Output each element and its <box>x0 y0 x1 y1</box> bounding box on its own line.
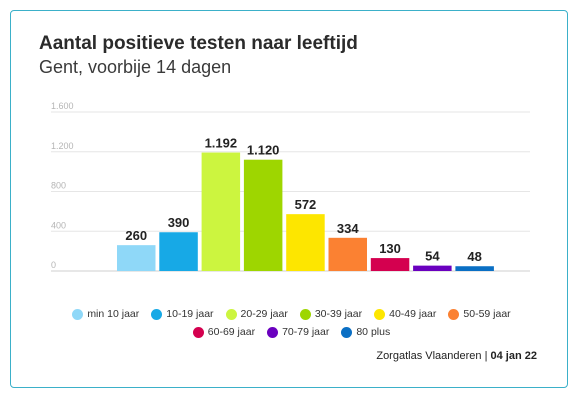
legend-item: 10-19 jaar <box>151 308 214 320</box>
legend-item: 60-69 jaar <box>192 326 256 338</box>
legend-label: 10-19 jaar <box>166 308 214 320</box>
legend-swatch <box>192 326 204 338</box>
legend-swatch <box>225 308 237 320</box>
bar-min-10-jaar <box>117 245 156 271</box>
source-separator: | <box>484 350 488 362</box>
legend-label: 30-39 jaar <box>314 308 363 320</box>
legend-item: 30-39 jaar <box>299 308 363 320</box>
y-tick-label: 1.600 <box>51 101 74 111</box>
legend: min 10 jaar 10-19 jaar 20-29 jaar 30-39 jaa… <box>0 308 583 344</box>
bar-10-19-jaar <box>159 232 198 271</box>
y-tick-label: 0 <box>51 260 56 270</box>
legend-label: 20-29 jaar <box>240 308 288 320</box>
y-tick-label: 800 <box>51 181 66 191</box>
source-date: 04 jan 22 <box>490 350 537 362</box>
chart-card <box>10 10 568 388</box>
legend-row: min 10 jaar 10-19 jaar 20-29 jaar 30-39 jaa… <box>0 308 583 320</box>
legend-item: 20-29 jaar <box>225 308 288 320</box>
chart-title: Aantal positieve testen naar leeftijd <box>39 33 358 54</box>
bar-value-label: 130 <box>379 241 401 256</box>
legend-swatch <box>341 326 353 338</box>
bar-30-39-jaar <box>243 159 283 271</box>
bar-value-label: 390 <box>168 215 190 230</box>
bar-50-59-jaar <box>328 237 367 271</box>
legend-label: 60-69 jaar <box>207 326 256 338</box>
legend-swatch <box>267 326 279 338</box>
chart-subtitle: Gent, voorbije 14 dagen <box>39 57 232 77</box>
legend-swatch <box>374 308 386 320</box>
source-name: Zorgatlas Vlaanderen <box>376 350 482 362</box>
bar-value-label: 334 <box>337 221 359 236</box>
bar-value-label: 572 <box>295 197 317 212</box>
legend-item: 50-59 jaar <box>448 308 511 320</box>
bar-80-plus <box>455 266 494 271</box>
bar-value-label: 1.120 <box>247 143 280 158</box>
y-tick-label: 1.200 <box>51 141 74 151</box>
legend-label: 40-49 jaar <box>389 308 437 320</box>
legend-label: min 10 jaar <box>87 308 140 320</box>
bar-70-79-jaar <box>413 265 452 271</box>
legend-swatch <box>72 308 84 320</box>
legend-item: 70-79 jaar <box>267 326 329 338</box>
legend-swatch <box>448 308 460 320</box>
y-tick-label: 400 <box>51 220 66 230</box>
legend-item: min 10 jaar <box>72 308 139 320</box>
legend-item: 80 plus <box>341 326 390 338</box>
bar-60-69-jaar <box>370 258 410 271</box>
legend-item: 40-49 jaar <box>374 308 436 320</box>
legend-label: 70-79 jaar <box>282 326 330 338</box>
bar-40-49-jaar <box>286 214 325 271</box>
legend-swatch <box>151 308 163 320</box>
bar-value-label: 54 <box>425 249 440 264</box>
source-credit: Zorgatlas Vlaanderen | 04 jan 22 <box>376 350 537 362</box>
legend-swatch <box>299 308 311 320</box>
legend-label: 50-59 jaar <box>463 308 511 320</box>
legend-label: 80 plus <box>356 326 391 338</box>
bar-value-label: 260 <box>125 228 147 243</box>
bar-20-29-jaar <box>201 152 241 271</box>
bar-value-label: 1.192 <box>205 136 238 151</box>
bar-value-label: 48 <box>467 249 481 264</box>
legend-row: 60-69 jaar 70-79 jaar 80 plus <box>0 326 583 338</box>
